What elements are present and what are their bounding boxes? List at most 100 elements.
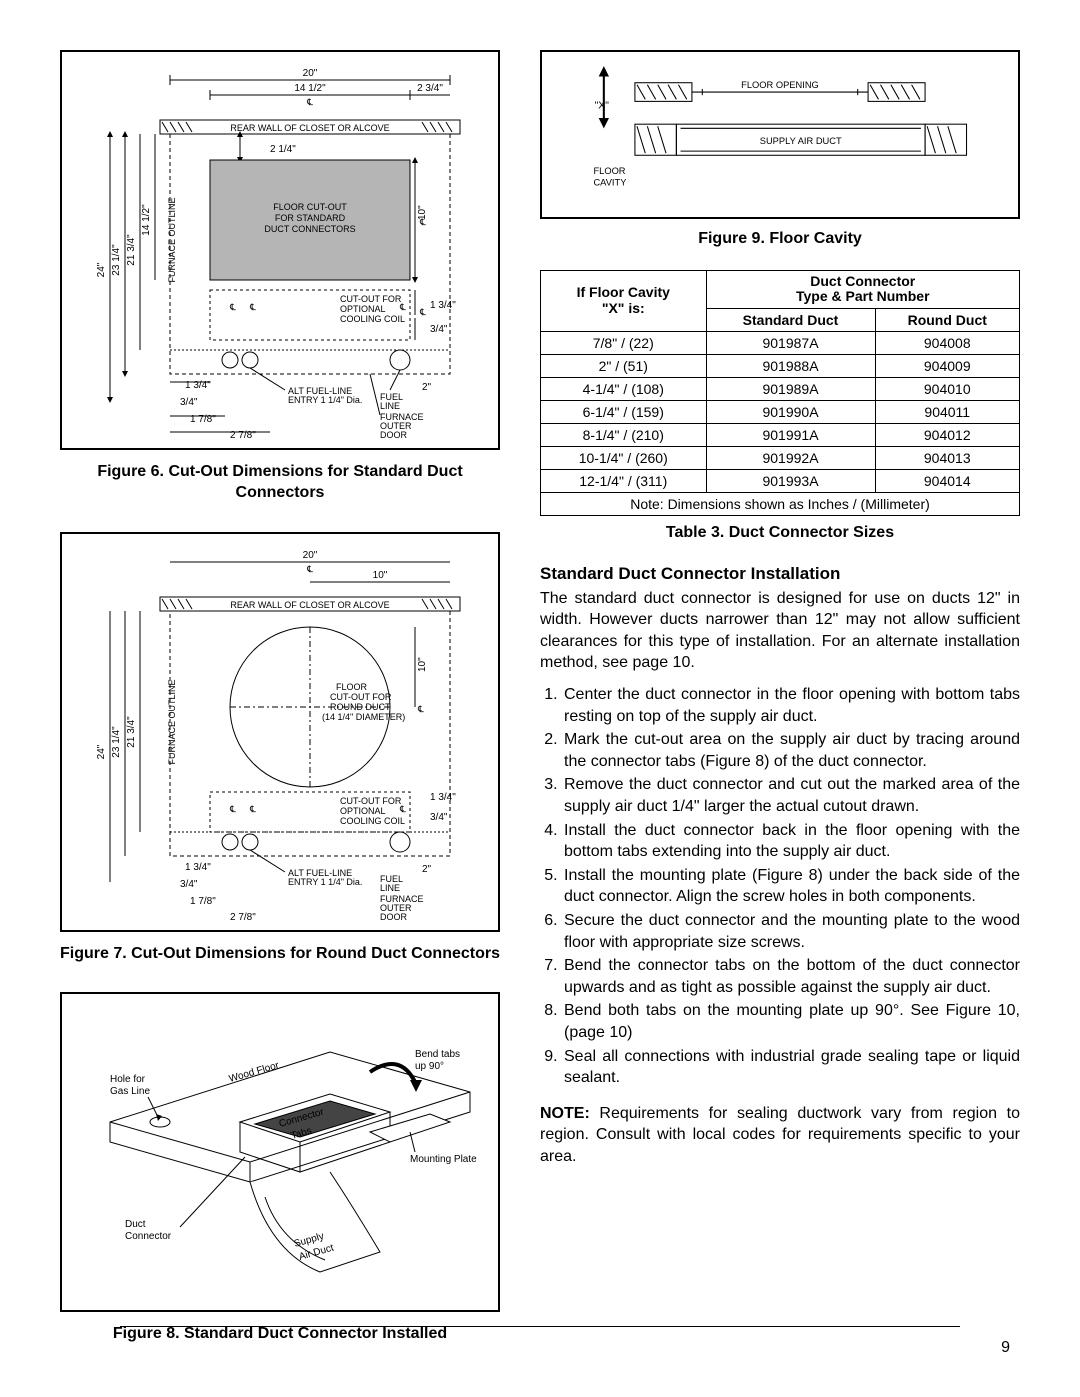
table-row: 4-1/4" / (108)901989A904010 — [541, 377, 1020, 400]
svg-text:REAR WALL OF CLOSET OR ALCOVE: REAR WALL OF CLOSET OR ALCOVE — [230, 123, 389, 133]
svg-text:℄: ℄ — [399, 302, 406, 312]
svg-text:℄: ℄ — [229, 804, 236, 814]
table-head-x: If Floor Cavity"X" is: — [541, 270, 707, 331]
installation-steps: Center the duct connector in the floor o… — [540, 684, 1020, 1089]
svg-text:℄: ℄ — [399, 804, 406, 814]
figure-9-box: FLOOR OPENING "X" SUPPLY AIR DUCT FLOOR — [540, 50, 1020, 219]
svg-text:DUCT CONNECTORS: DUCT CONNECTORS — [264, 224, 355, 234]
svg-text:2": 2" — [422, 864, 432, 875]
step-item: Install the duct connector back in the f… — [562, 820, 1020, 863]
figure-7-box: 20" ℄ 10" REAR WALL OF CLOSET OR ALCOVE … — [60, 532, 500, 932]
svg-text:FURNACE OUTLINE: FURNACE OUTLINE — [167, 679, 177, 764]
svg-text:Hole for: Hole for — [110, 1074, 146, 1085]
table-row: 7/8" / (22)901987A904008 — [541, 331, 1020, 354]
svg-text:CAVITY: CAVITY — [593, 177, 626, 187]
svg-text:DOOR: DOOR — [380, 430, 408, 440]
step-item: Mark the cut-out area on the supply air … — [562, 729, 1020, 772]
svg-text:24": 24" — [96, 262, 107, 277]
figure-7-caption: Figure 7. Cut-Out Dimensions for Round D… — [60, 944, 500, 965]
svg-text:1 3/4": 1 3/4" — [430, 300, 456, 311]
svg-text:2 1/4": 2 1/4" — [270, 144, 296, 155]
svg-text:3/4": 3/4" — [180, 397, 198, 408]
svg-text:up 90°: up 90° — [415, 1061, 444, 1072]
svg-text:10": 10" — [373, 570, 388, 581]
footer-rule — [120, 1326, 960, 1327]
svg-text:ENTRY 1 1/4" Dia.: ENTRY 1 1/4" Dia. — [288, 877, 362, 887]
table-body: 7/8" / (22)901987A904008 2" / (51)901988… — [541, 331, 1020, 515]
svg-text:FURNACE OUTLINE: FURNACE OUTLINE — [167, 197, 177, 282]
figure-8-box: Hole for Gas Line Wood Floor Connector T… — [60, 992, 500, 1312]
svg-text:20": 20" — [303, 68, 318, 79]
figure-9-caption: Figure 9. Floor Cavity — [540, 229, 1020, 250]
svg-text:"X": "X" — [595, 101, 610, 112]
left-column: 20" 14 1/2" ℄ 2 3/4" REAR WALL OF CLOSET… — [60, 50, 500, 1345]
svg-text:1 3/4": 1 3/4" — [185, 862, 211, 873]
svg-text:FLOOR CUT-OUT: FLOOR CUT-OUT — [273, 202, 347, 212]
table-row: 2" / (51)901988A904009 — [541, 354, 1020, 377]
table-row: 10-1/4" / (260)901992A904013 — [541, 446, 1020, 469]
svg-text:LINE: LINE — [380, 883, 400, 893]
svg-text:℄: ℄ — [249, 804, 256, 814]
svg-text:OPTIONAL: OPTIONAL — [340, 806, 386, 816]
section-note: NOTE: Requirements for sealing ductwork … — [540, 1103, 1020, 1168]
svg-text:FLOOR: FLOOR — [336, 682, 368, 692]
svg-text:CUT-OUT FOR: CUT-OUT FOR — [330, 692, 392, 702]
svg-text:FLOOR: FLOOR — [593, 166, 625, 176]
svg-text:3/4": 3/4" — [430, 324, 448, 335]
svg-text:(14 1/4" DIAMETER): (14 1/4" DIAMETER) — [322, 712, 405, 722]
svg-text:Mounting Plate: Mounting Plate — [410, 1154, 477, 1165]
svg-text:LINE: LINE — [380, 401, 400, 411]
svg-text:1 3/4": 1 3/4" — [430, 792, 456, 803]
svg-text:24": 24" — [96, 744, 107, 759]
right-column: FLOOR OPENING "X" SUPPLY AIR DUCT FLOOR — [540, 50, 1020, 1345]
figure-9-diagram: FLOOR OPENING "X" SUPPLY AIR DUCT FLOOR — [552, 62, 1008, 207]
page-number: 9 — [1001, 1339, 1010, 1357]
step-item: Bend the connector tabs on the bottom of… — [562, 955, 1020, 998]
svg-text:℄: ℄ — [306, 564, 313, 574]
svg-text:3/4": 3/4" — [180, 879, 198, 890]
table-row: 8-1/4" / (210)901991A904012 — [541, 423, 1020, 446]
note-label: NOTE: — [540, 1105, 590, 1122]
step-item: Bend both tabs on the mounting plate up … — [562, 1000, 1020, 1043]
step-item: Seal all connections with industrial gra… — [562, 1046, 1020, 1089]
svg-text:DOOR: DOOR — [380, 912, 408, 922]
svg-text:3/4": 3/4" — [430, 812, 448, 823]
svg-text:℄: ℄ — [249, 302, 256, 312]
svg-text:FLOOR OPENING: FLOOR OPENING — [741, 80, 819, 90]
step-item: Secure the duct connector and the mounti… — [562, 910, 1020, 953]
step-item: Remove the duct connector and cut out th… — [562, 774, 1020, 817]
svg-text:Connector: Connector — [125, 1231, 172, 1242]
svg-text:CUT-OUT FOR: CUT-OUT FOR — [340, 796, 402, 806]
table-3-caption: Table 3. Duct Connector Sizes — [540, 524, 1020, 542]
figure-7-diagram: 20" ℄ 10" REAR WALL OF CLOSET OR ALCOVE … — [70, 542, 490, 922]
step-item: Install the mounting plate (Figure 8) un… — [562, 865, 1020, 908]
svg-text:ROUND DUCT: ROUND DUCT — [330, 702, 391, 712]
svg-text:23 1/4": 23 1/4" — [111, 725, 122, 757]
svg-text:Duct: Duct — [125, 1219, 146, 1230]
table-note: Note: Dimensions shown as Inches / (Mill… — [541, 492, 1020, 515]
svg-text:℄: ℄ — [419, 217, 426, 227]
table-head-connector: Duct ConnectorType & Part Number — [706, 270, 1019, 308]
svg-text:14 1/2": 14 1/2" — [141, 204, 152, 236]
duct-connector-table: If Floor Cavity"X" is: Duct ConnectorTyp… — [540, 270, 1020, 516]
figure-6-caption: Figure 6. Cut-Out Dimensions for Standar… — [60, 462, 500, 504]
svg-text:℄: ℄ — [306, 97, 313, 107]
svg-text:SUPPLY AIR DUCT: SUPPLY AIR DUCT — [760, 136, 842, 146]
svg-text:℄: ℄ — [229, 302, 236, 312]
svg-text:23 1/4": 23 1/4" — [111, 244, 122, 276]
svg-text:10": 10" — [417, 656, 428, 671]
svg-text:2 7/8": 2 7/8" — [230, 912, 256, 922]
svg-text:2 3/4": 2 3/4" — [417, 83, 443, 94]
svg-text:OPTIONAL: OPTIONAL — [340, 304, 386, 314]
svg-text:FOR STANDARD: FOR STANDARD — [275, 213, 346, 223]
svg-text:REAR WALL OF CLOSET OR ALCOVE: REAR WALL OF CLOSET OR ALCOVE — [230, 600, 389, 610]
svg-text:21 3/4": 21 3/4" — [126, 715, 137, 747]
table-row: 12-1/4" / (311)901993A904014 — [541, 469, 1020, 492]
svg-text:CUT-OUT FOR: CUT-OUT FOR — [340, 294, 402, 304]
svg-text:Gas Line: Gas Line — [110, 1086, 150, 1097]
svg-text:COOLING COIL: COOLING COIL — [340, 816, 405, 826]
figure-8-diagram: Hole for Gas Line Wood Floor Connector T… — [70, 1002, 490, 1302]
step-item: Center the duct connector in the floor o… — [562, 684, 1020, 727]
svg-text:℄: ℄ — [417, 704, 424, 714]
svg-text:2": 2" — [422, 382, 432, 393]
